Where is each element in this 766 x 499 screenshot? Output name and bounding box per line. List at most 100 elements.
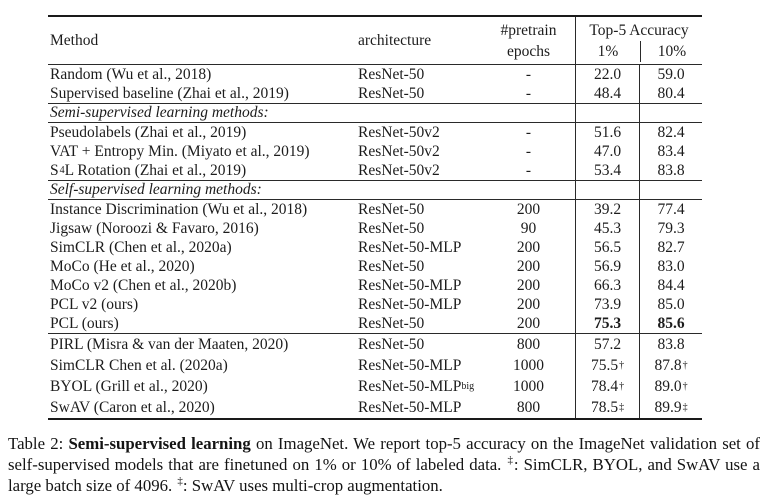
cell-epochs: 200 <box>516 295 541 313</box>
header-pretrain-epochs: #pretrain epochs <box>482 17 575 64</box>
section-label: Self-supervised learning methods: <box>50 181 262 198</box>
cell-empty <box>575 181 639 199</box>
cell-architecture: ResNet-50-MLP <box>358 238 462 256</box>
header-top5-accuracy: Top-5 Accuracy <box>589 21 689 39</box>
caption-body-3: : SwAV uses multi-crop augmentation. <box>182 476 443 495</box>
cell-architecture: ResNet-50-MLP <box>358 276 462 294</box>
table-row: SimCLR Chen et al. (2020a) ResNet-50-MLP… <box>48 355 702 376</box>
cell-method-cont: L Rotation (Zhai et al., 2019) <box>64 161 247 179</box>
section-row: Self-supervised learning methods: <box>48 181 702 200</box>
table-row: Supervised baseline (Zhai et al., 2019) … <box>48 84 702 104</box>
cell-architecture: ResNet-50 <box>358 314 425 332</box>
cell-acc-1pct: 56.9 <box>575 257 639 276</box>
cell-epochs: - <box>525 142 532 160</box>
cell-acc-10pct: 85.6 <box>639 314 702 333</box>
table-row: SimCLR (Chen et al., 2020a) ResNet-50-ML… <box>48 238 702 257</box>
cell-method: S <box>50 161 59 179</box>
table-row: PIRL (Misra & van der Maaten, 2020) ResN… <box>48 334 702 355</box>
caption-prefix: Table 2: <box>8 434 69 453</box>
cell-architecture: ResNet-50-MLP <box>358 398 462 416</box>
cell-acc-1pct: 22.0 <box>575 65 639 84</box>
cell-epochs: 1000 <box>513 377 544 395</box>
cell-epochs: - <box>525 84 532 102</box>
cell-architecture: ResNet-50 <box>358 257 425 275</box>
header-acc-10pct: 10% <box>640 40 703 62</box>
cell-acc-10pct: 89.0 <box>654 377 682 395</box>
header-top5-subcolumns: 1% 10% <box>576 40 703 62</box>
table-row: MoCo v2 (Chen et al., 2020b) ResNet-50-M… <box>48 276 702 295</box>
cell-acc-1pct: 53.4 <box>575 161 639 180</box>
cell-empty <box>639 104 702 122</box>
footnote-marker-1: ‡ <box>507 454 514 467</box>
cell-method: MoCo v2 (Chen et al., 2020b) <box>50 276 237 294</box>
cell-acc-10pct: 79.3 <box>639 219 702 238</box>
cell-method: PIRL (Misra & van der Maaten, 2020) <box>50 335 289 353</box>
cell-acc-10pct: 89.9 <box>654 398 682 416</box>
cell-method: Random (Wu et al., 2018) <box>50 65 212 83</box>
table-row: BYOL (Grill et al., 2020) ResNet-50-MLP b… <box>48 376 702 397</box>
cell-method: Instance Discrimination (Wu et al., 2018… <box>50 200 308 218</box>
cell-acc-10pct: 83.8 <box>639 334 702 355</box>
cell-architecture: ResNet-50-MLP <box>358 356 462 374</box>
cell-acc-10pct: 85.0 <box>639 295 702 314</box>
cell-architecture: ResNet-50 <box>358 219 425 237</box>
caption-bold-title: Semi-supervised learning <box>68 434 251 453</box>
table-row: MoCo (He et al., 2020) ResNet-50 200 56.… <box>48 257 702 276</box>
cell-method: Jigsaw (Noroozi & Favaro, 2016) <box>50 219 259 237</box>
cell-architecture: ResNet-50 <box>358 84 425 102</box>
cell-acc-10pct: 83.0 <box>639 257 702 276</box>
section-label: Semi-supervised learning methods: <box>50 104 269 121</box>
header-architecture: architecture <box>358 31 432 49</box>
table-header: Method architecture #pretrain epochs Top… <box>48 17 702 65</box>
cell-method: PCL (ours) <box>50 314 119 332</box>
header-pretrain-line2: epochs <box>506 42 551 60</box>
cell-epochs: - <box>525 65 532 83</box>
table-row: Jigsaw (Noroozi & Favaro, 2016) ResNet-5… <box>48 219 702 238</box>
cell-epochs: 200 <box>516 257 541 275</box>
cell-method: SwAV (Caron et al., 2020) <box>50 398 215 416</box>
cell-acc-10pct: 82.7 <box>639 238 702 257</box>
cell-acc-10pct: 80.4 <box>639 84 702 103</box>
table-row: PCL v2 (ours) ResNet-50-MLP 200 73.9 85.… <box>48 295 702 314</box>
cell-architecture: ResNet-50v2 <box>358 123 440 141</box>
cell-acc-1pct: 56.5 <box>575 238 639 257</box>
header-method: Method <box>50 31 99 49</box>
cell-epochs: 800 <box>516 335 541 353</box>
cell-architecture: ResNet-50v2 <box>358 142 440 160</box>
results-table: Method architecture #pretrain epochs Top… <box>48 15 702 420</box>
table-row: VAT + Entropy Min. (Miyato et al., 2019)… <box>48 142 702 161</box>
header-acc-1pct: 1% <box>597 42 619 60</box>
cell-acc-10pct: 83.4 <box>639 142 702 161</box>
cell-epochs: 200 <box>516 238 541 256</box>
cell-epochs: - <box>525 123 532 141</box>
cell-epochs: 200 <box>516 276 541 294</box>
cell-architecture: ResNet-50-MLP <box>358 377 462 395</box>
cell-acc-10pct: 84.4 <box>639 276 702 295</box>
cell-acc-10pct: 82.4 <box>639 123 702 142</box>
cell-acc-1pct: 48.4 <box>575 84 639 103</box>
cell-epochs: 90 <box>520 219 537 237</box>
cell-method: Pseudolabels (Zhai et al., 2019) <box>50 123 247 141</box>
cell-acc-1pct: 51.6 <box>575 123 639 142</box>
cell-empty <box>575 104 639 122</box>
cell-method: MoCo (He et al., 2020) <box>50 257 195 275</box>
header-top5-accuracy-group: Top-5 Accuracy 1% 10% <box>575 17 702 64</box>
cell-architecture: ResNet-50 <box>358 200 425 218</box>
cell-acc-1pct: 73.9 <box>575 295 639 314</box>
cell-epochs: 200 <box>516 200 541 218</box>
footnote-marker-2: ‡ <box>177 475 183 488</box>
cell-empty <box>639 181 702 199</box>
table-caption: Table 2: Semi-supervised learning on Ima… <box>8 433 760 496</box>
cell-acc-1pct: 75.5 <box>590 356 619 374</box>
cell-epochs: 200 <box>516 314 541 332</box>
cell-acc-1pct: 66.3 <box>575 276 639 295</box>
cell-acc-10pct: 77.4 <box>639 200 702 219</box>
cell-acc-10pct: 87.8 <box>654 356 682 374</box>
cell-method: BYOL (Grill et al., 2020) <box>50 377 208 395</box>
table-row: SwAV (Caron et al., 2020) ResNet-50-MLP … <box>48 397 702 418</box>
cell-method: PCL v2 (ours) <box>50 295 139 313</box>
cell-method: SimCLR Chen et al. (2020a) <box>50 356 228 374</box>
caption-body-1: on ImageNet. We report top-5 accuracy on… <box>8 434 760 474</box>
